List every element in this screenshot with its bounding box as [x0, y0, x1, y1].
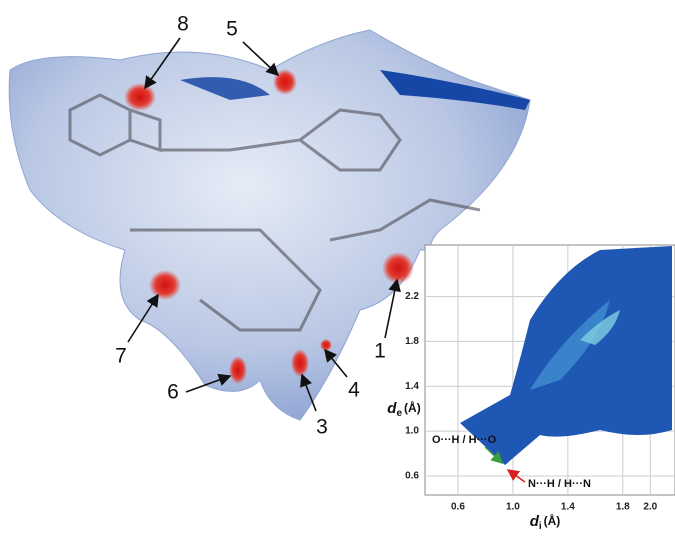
annotation: N···H / H···N: [528, 478, 591, 490]
figure: 8 5 1 7 6 34 0.6 1.0 1.4 1.8 2.0 0.6 1.0 1.4 1.8 2.2 di…: [0, 0, 675, 532]
contact-label: 1: [374, 340, 386, 363]
x-tick-label: 1.0: [506, 502, 520, 513]
ylabel-axis-label: de(Å): [387, 400, 420, 419]
annotation: O···H / H···O: [432, 434, 497, 446]
y-tick-label: 1.8: [405, 336, 419, 347]
y-tick-label: 1.4: [405, 381, 419, 392]
contact-label: 8: [177, 13, 189, 36]
contact-label: 6: [167, 381, 179, 404]
x-tick-label: 2.0: [643, 502, 657, 513]
axis-unit: (Å): [404, 400, 421, 415]
contact-label: 3: [316, 416, 328, 439]
axis-unit: (Å): [544, 513, 561, 528]
x-tick-label: 1.8: [616, 502, 630, 513]
contact-label: 7: [115, 345, 127, 368]
x-tick-label: 0.6: [451, 502, 465, 513]
xlabel-axis-label: di(Å): [530, 513, 561, 532]
y-tick-label: 1.0: [405, 426, 419, 437]
y-tick-label: 0.6: [405, 471, 419, 482]
axis-subscript: i: [539, 521, 542, 532]
contact-label: 5: [226, 18, 238, 41]
axis-subscript: e: [396, 408, 402, 419]
y-tick-label: 2.2: [405, 291, 419, 302]
x-tick-label: 1.4: [561, 502, 575, 513]
fingerprint-plot: [425, 245, 675, 495]
contact-label: 4: [348, 379, 360, 402]
